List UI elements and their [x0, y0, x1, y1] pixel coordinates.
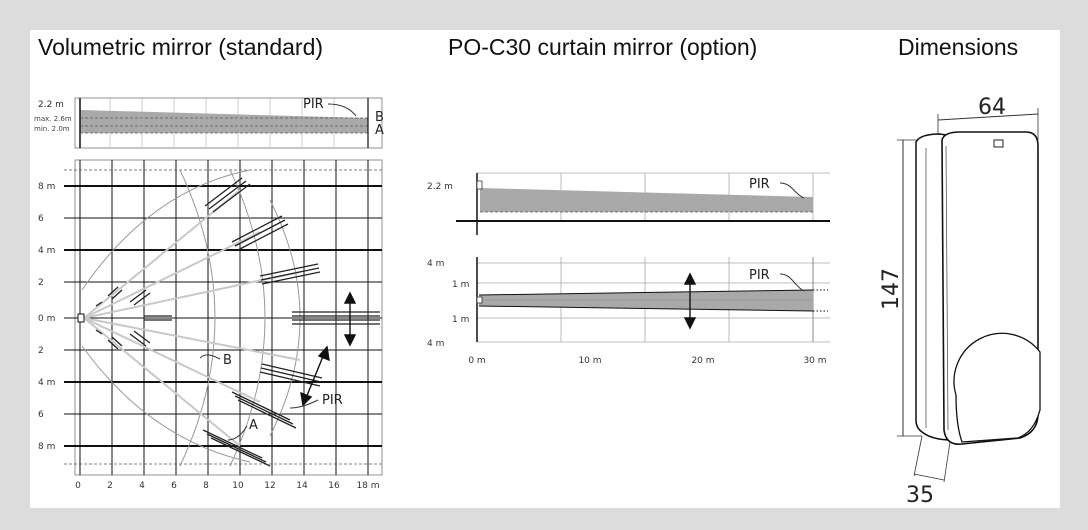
- curtain-top-x-label-0: 0 m: [468, 356, 485, 366]
- plan-y-label-1: 6: [38, 214, 44, 224]
- profile-a-label: A: [375, 123, 384, 138]
- pir-lens: [953, 332, 1041, 443]
- plan-y-label-7: 6: [38, 410, 44, 420]
- dimensions-title: Dimensions: [898, 34, 1019, 60]
- plan-pir-label: PIR: [322, 393, 343, 408]
- curtain-top-y-label-2: 1 m: [452, 315, 469, 325]
- plan-x-label-9: 18 m: [356, 481, 379, 491]
- curtain-top-y-label-0: 4 m: [427, 259, 444, 269]
- profile-min-label: min. 2.0m: [34, 125, 70, 133]
- profile-b-label: B: [375, 110, 384, 125]
- plan-y-label-3: 2: [38, 278, 44, 288]
- plan-x-label-6: 12: [264, 481, 275, 491]
- height-dimension-label: 147: [879, 268, 904, 310]
- volumetric-plan: 8 m 6 4 m 2 0 m 2 4 m 6 8 m 0 2 4 6 8 10…: [38, 159, 383, 491]
- width-dimension-label: 64: [978, 95, 1006, 120]
- curtain-side-view: 2.2 m PIR: [427, 172, 830, 235]
- dimensions-drawing: 64 147 35: [879, 95, 1041, 508]
- plan-y-label-8: 8 m: [38, 442, 55, 452]
- plan-y-label-0: 8 m: [38, 182, 55, 192]
- curtain-top-y-label-1: 1 m: [452, 280, 469, 290]
- volumetric-profile: 2.2 m max. 2.6m min. 2.0m PIR B A: [34, 97, 384, 149]
- figure-panel: [30, 30, 1060, 508]
- plan-x-label-1: 2: [107, 481, 113, 491]
- plan-x-label-5: 10: [232, 481, 244, 491]
- plan-b-label: B: [223, 353, 232, 368]
- curtain-title: PO-C30 curtain mirror (option): [448, 34, 758, 60]
- led-window: [993, 139, 1004, 148]
- plan-y-label-4: 0 m: [38, 314, 55, 324]
- curtain-top-x-label-1: 10 m: [578, 356, 601, 366]
- volumetric-title: Volumetric mirror (standard): [38, 34, 324, 60]
- profile-pir-label: PIR: [303, 97, 324, 112]
- profile-max-label: max. 2.6m: [34, 115, 72, 123]
- curtain-top-view: 4 m 1 m 1 m 4 m 0 m 10 m 20 m 30 m PIR: [427, 257, 830, 366]
- plan-a-label: A: [249, 418, 258, 433]
- plan-y-label-2: 4 m: [38, 246, 55, 256]
- plan-x-label-3: 6: [171, 481, 177, 491]
- plan-x-label-2: 4: [139, 481, 145, 491]
- plan-y-label-5: 2: [38, 346, 44, 356]
- profile-height-label: 2.2 m: [38, 100, 64, 110]
- plan-x-label-8: 16: [328, 481, 340, 491]
- curtain-top-pir-label: PIR: [749, 268, 770, 283]
- curtain-top-x-label-3: 30 m: [803, 356, 826, 366]
- plan-y-label-6: 4 m: [38, 378, 55, 388]
- curtain-top-y-label-3: 4 m: [427, 339, 444, 349]
- curtain-side-height-label: 2.2 m: [427, 182, 453, 192]
- plan-x-label-4: 8: [203, 481, 209, 491]
- plan-x-label-7: 14: [296, 481, 308, 491]
- plan-x-label-0: 0: [75, 481, 81, 491]
- depth-dimension-label: 35: [906, 483, 934, 508]
- curtain-top-x-label-2: 20 m: [691, 356, 714, 366]
- curtain-side-pir-label: PIR: [749, 177, 770, 192]
